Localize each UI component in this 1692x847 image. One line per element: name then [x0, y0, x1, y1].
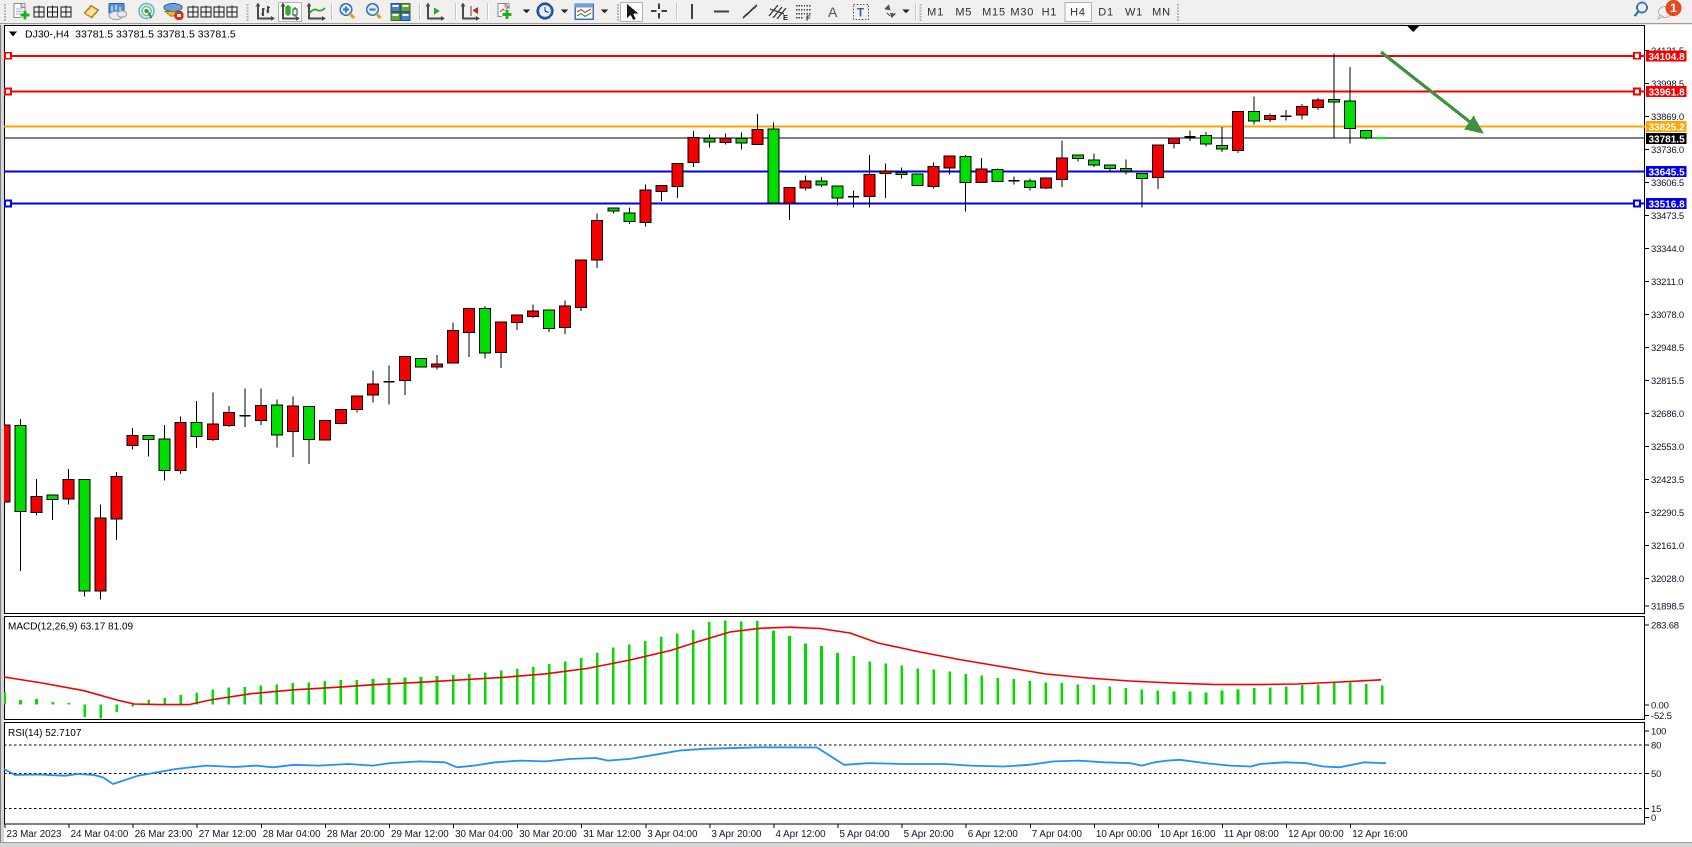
svg-text:33825.2: 33825.2 — [1649, 123, 1686, 134]
svg-text:31898.5: 31898.5 — [1651, 602, 1684, 613]
svg-text:H4: H4 — [1070, 7, 1086, 19]
svg-text:1: 1 — [1670, 1, 1677, 15]
svg-text:33961.8: 33961.8 — [1649, 88, 1686, 99]
svg-text:DJ30-,H4 33781.5 33781.5 3378: DJ30-,H4 33781.5 33781.5 33781.5 33781.5 — [25, 29, 236, 41]
svg-text:29 Mar 12:00: 29 Mar 12:00 — [391, 829, 449, 840]
svg-text:28 Mar 04:00: 28 Mar 04:00 — [263, 829, 321, 840]
svg-text:F: F — [806, 14, 811, 23]
svg-text:M15: M15 — [982, 7, 1006, 19]
svg-text:H1: H1 — [1042, 7, 1058, 19]
svg-text:33606.5: 33606.5 — [1651, 178, 1684, 189]
svg-text:A: A — [828, 4, 838, 20]
svg-text:12 Apr 00:00: 12 Apr 00:00 — [1288, 829, 1344, 840]
svg-text:33211.0: 33211.0 — [1651, 277, 1683, 288]
svg-text:31 Mar 12:00: 31 Mar 12:00 — [583, 829, 641, 840]
svg-text:3 Apr 04:00: 3 Apr 04:00 — [647, 829, 698, 840]
svg-text:4 Apr 12:00: 4 Apr 12:00 — [776, 829, 827, 840]
svg-text:30 Mar 04:00: 30 Mar 04:00 — [455, 829, 513, 840]
svg-text:11 Apr 08:00: 11 Apr 08:00 — [1224, 829, 1279, 840]
svg-text:28 Mar 20:00: 28 Mar 20:00 — [327, 829, 385, 840]
svg-text:32290.5: 32290.5 — [1651, 508, 1684, 519]
svg-text:E: E — [783, 13, 788, 22]
svg-text:100: 100 — [1651, 727, 1666, 738]
svg-text:32686.0: 32686.0 — [1651, 409, 1684, 420]
svg-text:D1: D1 — [1098, 7, 1114, 19]
svg-text:32028.0: 32028.0 — [1651, 574, 1684, 585]
svg-text:12 Apr 16:00: 12 Apr 16:00 — [1352, 829, 1408, 840]
svg-text:24 Mar 04:00: 24 Mar 04:00 — [71, 829, 129, 840]
svg-text:32815.5: 32815.5 — [1651, 376, 1684, 387]
svg-text:32161.0: 32161.0 — [1651, 541, 1684, 552]
svg-text:10 Apr 00:00: 10 Apr 00:00 — [1096, 829, 1152, 840]
svg-text:32553.0: 32553.0 — [1651, 442, 1684, 453]
svg-text:32423.5: 32423.5 — [1651, 475, 1684, 486]
svg-text:32948.5: 32948.5 — [1651, 343, 1684, 354]
svg-text:33781.5: 33781.5 — [1649, 135, 1686, 146]
svg-text:0: 0 — [1651, 813, 1656, 824]
svg-text:23 Mar 2023: 23 Mar 2023 — [7, 829, 63, 840]
svg-text:283.68: 283.68 — [1651, 621, 1679, 632]
svg-text:15: 15 — [1651, 804, 1661, 815]
svg-text:MACD(12,26,9) 63.17 81.09: MACD(12,26,9) 63.17 81.09 — [8, 622, 134, 633]
svg-text:M30: M30 — [1010, 7, 1034, 19]
svg-text:7 Apr 04:00: 7 Apr 04:00 — [1032, 829, 1083, 840]
svg-text:33516.8: 33516.8 — [1649, 200, 1686, 211]
svg-text:-52.5: -52.5 — [1651, 711, 1672, 722]
svg-text:RSI(14) 52.7107: RSI(14) 52.7107 — [8, 728, 82, 739]
svg-text:33998.5: 33998.5 — [1651, 79, 1684, 90]
svg-text:80: 80 — [1651, 741, 1661, 752]
svg-text:T: T — [857, 8, 864, 20]
svg-text:M1: M1 — [927, 7, 944, 19]
svg-text:33869.0: 33869.0 — [1651, 112, 1684, 123]
svg-text:6 Apr 12:00: 6 Apr 12:00 — [968, 829, 1019, 840]
svg-text:5 Apr 04:00: 5 Apr 04:00 — [840, 829, 891, 840]
svg-text:34104.8: 34104.8 — [1649, 52, 1686, 63]
svg-text:0.00: 0.00 — [1651, 700, 1669, 711]
svg-text:26 Mar 23:00: 26 Mar 23:00 — [135, 829, 193, 840]
svg-text:50: 50 — [1651, 769, 1661, 780]
svg-text:33736.0: 33736.0 — [1651, 145, 1684, 156]
svg-text:33645.5: 33645.5 — [1649, 168, 1686, 179]
svg-text:5 Apr 20:00: 5 Apr 20:00 — [904, 829, 955, 840]
svg-text:M5: M5 — [955, 7, 972, 19]
svg-text:MN: MN — [1152, 7, 1171, 19]
svg-text:10 Apr 16:00: 10 Apr 16:00 — [1160, 829, 1216, 840]
svg-text:30 Mar 20:00: 30 Mar 20:00 — [519, 829, 577, 840]
svg-text:33473.5: 33473.5 — [1651, 211, 1684, 222]
svg-text:3 Apr 20:00: 3 Apr 20:00 — [711, 829, 762, 840]
svg-text:W1: W1 — [1125, 7, 1143, 19]
svg-text:33344.0: 33344.0 — [1651, 244, 1684, 255]
svg-text:33078.0: 33078.0 — [1651, 310, 1684, 321]
svg-text:27 Mar 12:00: 27 Mar 12:00 — [199, 829, 257, 840]
